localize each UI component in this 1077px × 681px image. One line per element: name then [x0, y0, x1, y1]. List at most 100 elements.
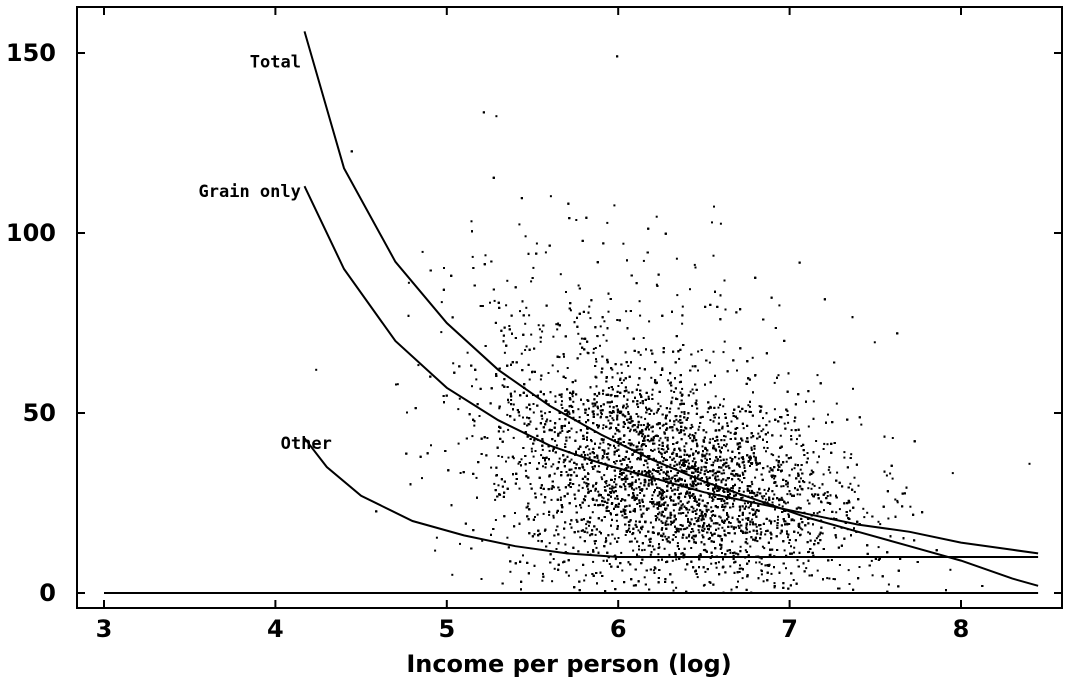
data-point: [704, 549, 707, 552]
data-point: [710, 464, 713, 467]
data-point: [693, 263, 696, 266]
data-point: [605, 482, 608, 485]
data-point: [682, 554, 685, 557]
data-point: [806, 499, 809, 502]
data-point: [638, 300, 641, 303]
data-point: [587, 488, 590, 491]
data-point: [537, 539, 540, 542]
data-point: [697, 350, 700, 353]
data-point: [659, 437, 662, 440]
data-point: [552, 516, 555, 519]
data-point: [564, 443, 567, 446]
data-point: [750, 503, 753, 505]
data-point: [677, 527, 680, 530]
data-point: [594, 533, 597, 536]
data-point: [721, 526, 724, 529]
data-point: [712, 522, 715, 525]
data-point: [672, 509, 675, 512]
data-point: [566, 412, 568, 415]
data-point: [481, 539, 484, 542]
data-point: [705, 476, 708, 479]
data-point: [696, 576, 699, 579]
data-point: [508, 325, 511, 327]
data-point: [691, 404, 694, 407]
data-point: [560, 393, 563, 396]
data-point: [621, 514, 624, 517]
data-point: [486, 437, 489, 439]
data-point: [555, 529, 558, 532]
data-point: [575, 569, 578, 572]
data-point: [750, 436, 753, 439]
data-point: [611, 417, 614, 420]
data-point: [705, 452, 708, 455]
data-point: [620, 382, 623, 384]
data-point: [705, 508, 708, 511]
data-point: [793, 546, 796, 549]
data-point: [759, 527, 762, 530]
data-point: [799, 468, 802, 471]
data-point: [639, 456, 642, 459]
data-point: [783, 422, 786, 425]
data-point: [672, 457, 675, 460]
data-point: [594, 347, 597, 349]
data-point: [617, 385, 620, 387]
data-point: [675, 427, 678, 430]
data-point: [558, 489, 561, 491]
data-point: [678, 432, 681, 434]
data-point: [720, 546, 723, 549]
data-point: [790, 435, 793, 437]
data-point: [522, 554, 524, 557]
data-point: [600, 415, 602, 418]
data-point: [708, 484, 711, 486]
data-point: [588, 407, 590, 410]
data-point: [681, 322, 684, 325]
data-point: [724, 435, 727, 438]
data-point: [647, 472, 650, 474]
data-point: [700, 459, 703, 462]
data-point: [594, 542, 596, 545]
data-point: [722, 405, 725, 408]
data-point: [691, 365, 694, 368]
data-point: [673, 423, 676, 426]
data-point: [781, 505, 784, 508]
data-point: [692, 538, 695, 541]
data-point: [712, 437, 714, 440]
data-point: [592, 351, 595, 354]
data-point: [737, 457, 740, 460]
data-point: [797, 531, 800, 534]
data-point: [590, 439, 592, 441]
data-point: [639, 492, 642, 494]
data-point: [708, 496, 711, 499]
data-point: [662, 498, 664, 501]
data-point: [698, 515, 701, 517]
data-point: [727, 464, 730, 467]
data-point: [788, 523, 791, 525]
data-point: [652, 505, 655, 508]
data-point: [661, 367, 664, 370]
data-point: [589, 452, 592, 455]
data-point: [692, 439, 695, 442]
data-point: [703, 470, 706, 473]
data-point: [540, 493, 543, 496]
data-point: [503, 351, 506, 354]
data-point: [584, 574, 587, 577]
data-point: [692, 453, 695, 456]
data-point: [667, 475, 670, 478]
data-point: [509, 570, 512, 573]
data-point: [641, 498, 644, 501]
data-point: [1028, 462, 1031, 465]
data-point: [620, 500, 623, 502]
data-point: [691, 425, 694, 428]
data-point: [639, 508, 642, 511]
data-point: [822, 473, 825, 476]
data-point: [673, 391, 676, 393]
data-point: [658, 491, 661, 493]
data-point: [743, 464, 746, 467]
data-point: [651, 494, 654, 497]
data-point: [567, 574, 570, 577]
data-point: [694, 470, 697, 473]
data-point: [544, 466, 547, 469]
data-point: [669, 407, 672, 410]
data-point: [754, 476, 757, 479]
data-point: [661, 527, 664, 529]
